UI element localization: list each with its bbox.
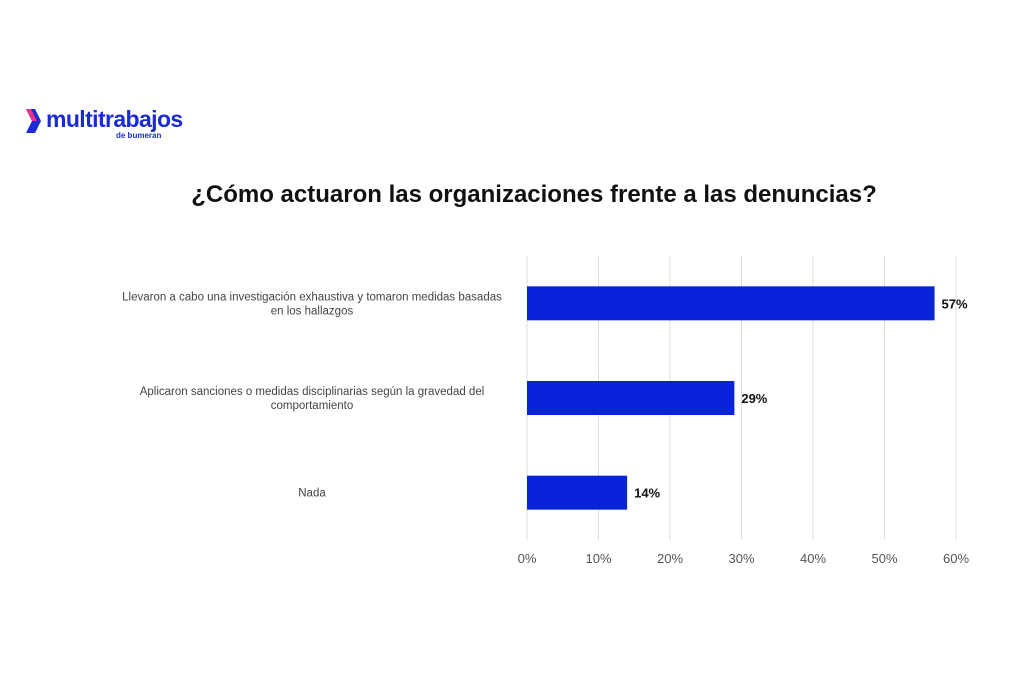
x-tick-label: 10%: [585, 551, 611, 566]
category-label-line: Llevaron a cabo una investigación exhaus…: [122, 291, 502, 303]
brand-name: multitrabajos: [46, 106, 183, 132]
bar: [527, 286, 935, 321]
x-tick-label: 20%: [657, 551, 683, 566]
category-label-line: Aplicaron sanciones o medidas disciplina…: [140, 386, 485, 398]
category-label-line: comportamiento: [271, 400, 353, 412]
bar: [527, 475, 628, 510]
x-tick-label: 0%: [518, 551, 537, 566]
category-label-line: en los hallazgos: [271, 305, 354, 317]
brand-logo: multitrabajos de bumeran: [24, 104, 204, 144]
brand-tagline: de bumeran: [116, 131, 162, 140]
x-tick-label: 50%: [871, 551, 897, 566]
chevron-right-icon: [26, 109, 41, 133]
category-label: Aplicaron sanciones o medidas disciplina…: [140, 386, 485, 412]
chart-title: ¿Cómo actuaron las organizaciones frente…: [191, 181, 877, 208]
category-label: Llevaron a cabo una investigación exhaus…: [122, 291, 502, 317]
x-tick-label: 30%: [728, 551, 754, 566]
category-label-line: Nada: [298, 488, 326, 500]
data-label: 57%: [942, 296, 968, 311]
x-tick-label: 60%: [943, 551, 969, 566]
bar: [527, 381, 735, 415]
category-label: Nada: [298, 488, 326, 500]
data-label: 14%: [634, 486, 660, 501]
data-label: 29%: [741, 391, 767, 406]
x-tick-label: 40%: [800, 551, 826, 566]
